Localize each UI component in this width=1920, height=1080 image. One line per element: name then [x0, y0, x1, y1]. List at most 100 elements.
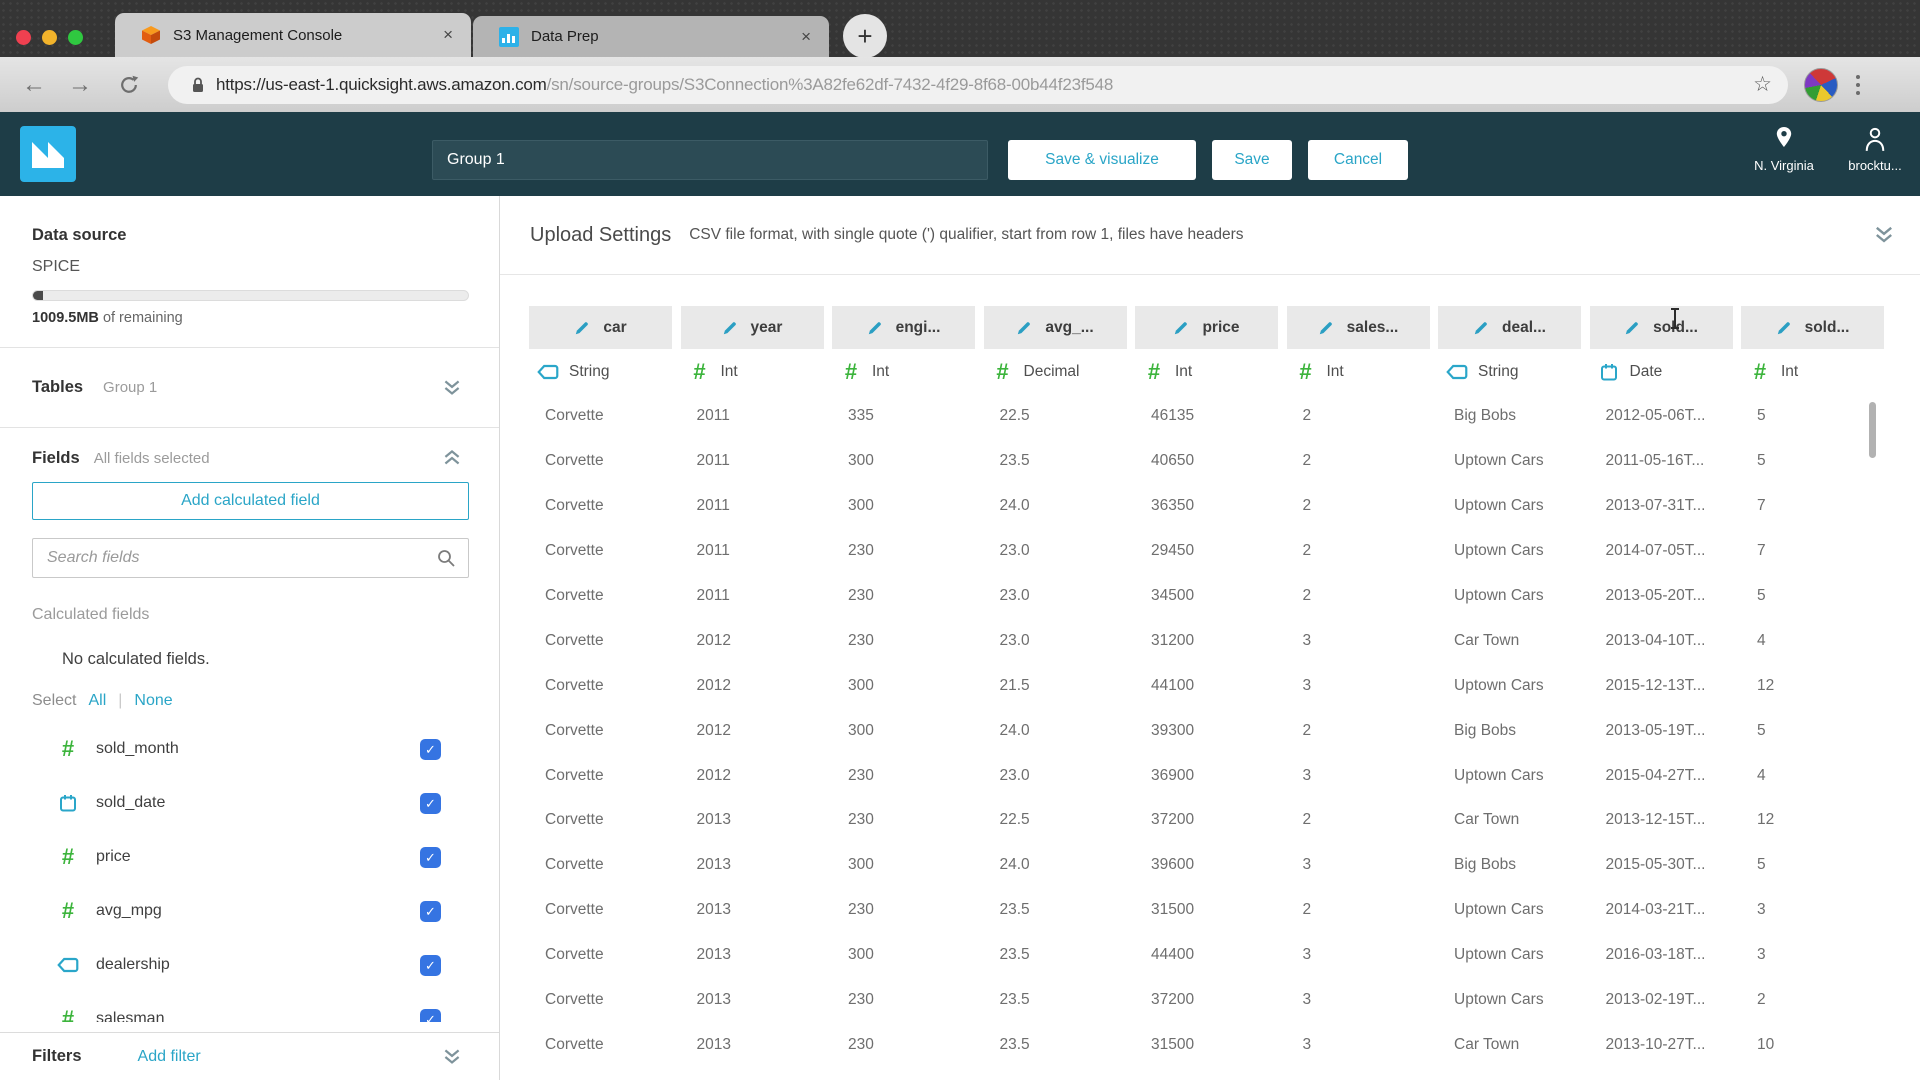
field-item[interactable]: # salesman ✓: [0, 992, 499, 1022]
select-all-link[interactable]: All: [88, 692, 107, 709]
select-none-link[interactable]: None: [134, 692, 173, 709]
table-cell: Uptown Cars: [1454, 766, 1544, 784]
edit-column-icon[interactable]: [1624, 320, 1640, 336]
column-type[interactable]: # Int: [1287, 358, 1439, 384]
chevron-double-down-icon[interactable]: [441, 1048, 463, 1066]
table-cell: 2: [1302, 587, 1312, 604]
int-type-icon: #: [1299, 358, 1312, 384]
table-row: Corvette 2013 230 22.5 37200 2 Car Town 2013-12…: [529, 798, 1899, 843]
table-cell: 2013-02-19T...: [1605, 991, 1706, 1009]
field-checkbox[interactable]: ✓: [420, 738, 441, 760]
table-cell: 5: [1757, 452, 1766, 470]
upload-settings-header[interactable]: Upload Settings CSV file format, with si…: [500, 196, 1920, 275]
int-type-icon: #: [996, 358, 1009, 384]
filters-section-header[interactable]: Filters Add filter: [0, 1032, 499, 1080]
column-type[interactable]: # Int: [681, 360, 833, 383]
table-cell: 31200: [1151, 631, 1195, 649]
add-calculated-field-button[interactable]: Add calculated field: [32, 482, 469, 520]
table-cell: 23.0: [999, 766, 1030, 784]
edit-column-icon[interactable]: [1473, 320, 1489, 336]
browser-menu-icon[interactable]: [1856, 74, 1860, 95]
minimize-window-button[interactable]: [42, 30, 57, 45]
window-controls: [16, 30, 83, 45]
fields-section-header[interactable]: Fields All fields selected: [0, 436, 499, 480]
column-type[interactable]: # Int: [832, 360, 984, 383]
dataset-name-input[interactable]: [432, 140, 988, 180]
field-checkbox[interactable]: ✓: [420, 792, 441, 814]
tab-close-icon[interactable]: ×: [801, 26, 811, 46]
search-fields-input[interactable]: [33, 549, 436, 567]
table-header-row: car year engi... avg_... price sales... deal..…: [529, 306, 1893, 349]
edit-column-icon[interactable]: [574, 320, 590, 336]
field-checkbox[interactable]: ✓: [420, 954, 441, 976]
table-cell: 34500: [1151, 587, 1195, 604]
browser-profile-avatar[interactable]: [1804, 67, 1838, 102]
column-type[interactable]: # Int: [1741, 360, 1893, 383]
zoom-window-button[interactable]: [68, 30, 83, 45]
field-item[interactable]: dealership ✓: [0, 938, 499, 992]
table-cell: 4: [1757, 631, 1766, 649]
field-checkbox[interactable]: ✓: [420, 900, 441, 922]
bookmark-star-icon[interactable]: ☆: [1753, 73, 1772, 96]
forward-icon[interactable]: →: [68, 70, 92, 98]
cancel-button[interactable]: Cancel: [1308, 140, 1408, 180]
field-checkbox[interactable]: ✓: [420, 1008, 441, 1022]
tab-close-icon[interactable]: ×: [443, 25, 453, 44]
column-header[interactable]: price: [1135, 306, 1278, 349]
save-button[interactable]: Save: [1212, 140, 1292, 180]
field-name: avg_mpg: [96, 902, 162, 919]
edit-column-icon[interactable]: [867, 320, 883, 336]
field-item[interactable]: # avg_mpg ✓: [0, 884, 499, 938]
table-cell: 23.5: [999, 901, 1030, 919]
column-header[interactable]: sales...: [1286, 306, 1430, 349]
add-filter-link[interactable]: Add filter: [137, 1047, 201, 1065]
edit-column-icon[interactable]: [1318, 320, 1334, 336]
table-scrollbar-thumb[interactable]: [1869, 402, 1876, 458]
back-icon[interactable]: ←: [22, 70, 46, 98]
save-and-visualize-button[interactable]: Save & visualize: [1008, 140, 1196, 180]
close-window-button[interactable]: [16, 30, 31, 45]
search-fields-box[interactable]: [32, 538, 469, 578]
chevron-double-down-icon[interactable]: [1872, 225, 1896, 245]
column-type[interactable]: # Int: [1135, 360, 1287, 383]
table-cell: Uptown Cars: [1454, 452, 1544, 470]
string-type-icon: [1446, 364, 1468, 379]
column-type[interactable]: # Decimal: [984, 358, 1136, 384]
column-type[interactable]: String: [529, 362, 681, 382]
tab-s3-console[interactable]: S3 Management Console ×: [115, 13, 471, 57]
new-tab-button[interactable]: +: [843, 14, 887, 58]
edit-column-icon[interactable]: [722, 320, 738, 336]
column-type[interactable]: Date: [1590, 362, 1742, 382]
field-item[interactable]: sold_date ✓: [0, 776, 499, 830]
table-row: Corvette 2011 230 23.0 34500 2 Uptown Cars 2013…: [529, 574, 1899, 619]
table-cell: 3: [1302, 856, 1312, 874]
tab-data-prep[interactable]: Data Prep ×: [473, 16, 829, 57]
field-checkbox[interactable]: ✓: [420, 846, 441, 868]
quicksight-logo[interactable]: [20, 126, 76, 182]
column-header[interactable]: engi...: [832, 306, 975, 349]
column-header[interactable]: sold...: [1741, 306, 1884, 349]
column-type[interactable]: String: [1438, 362, 1590, 382]
edit-column-icon[interactable]: [1776, 320, 1792, 336]
reload-icon[interactable]: [118, 74, 140, 96]
region-label: N. Virginia: [1754, 158, 1814, 173]
edit-column-icon[interactable]: [1173, 320, 1189, 336]
edit-column-icon[interactable]: [1016, 320, 1032, 336]
column-header[interactable]: avg_...: [983, 306, 1127, 349]
field-item[interactable]: # sold_month ✓: [0, 722, 499, 776]
column-header[interactable]: year: [680, 306, 824, 349]
column-header[interactable]: sold...: [1589, 306, 1733, 349]
column-header[interactable]: car: [529, 306, 672, 349]
tables-section-header[interactable]: Tables Group 1: [0, 348, 499, 428]
field-name: dealership: [96, 956, 170, 973]
string-type-icon: [57, 957, 79, 973]
field-item[interactable]: # price ✓: [0, 830, 499, 884]
user-menu[interactable]: brocktu...: [1832, 120, 1918, 173]
region-selector[interactable]: N. Virginia: [1738, 120, 1830, 173]
user-icon: [1865, 127, 1885, 151]
column-header[interactable]: deal...: [1438, 306, 1581, 349]
search-icon[interactable]: [436, 548, 456, 568]
chevron-double-down-icon[interactable]: [441, 379, 463, 397]
chevron-double-up-icon[interactable]: [441, 449, 463, 467]
address-bar[interactable]: https://us-east-1.quicksight.aws.amazon.…: [168, 65, 1788, 104]
